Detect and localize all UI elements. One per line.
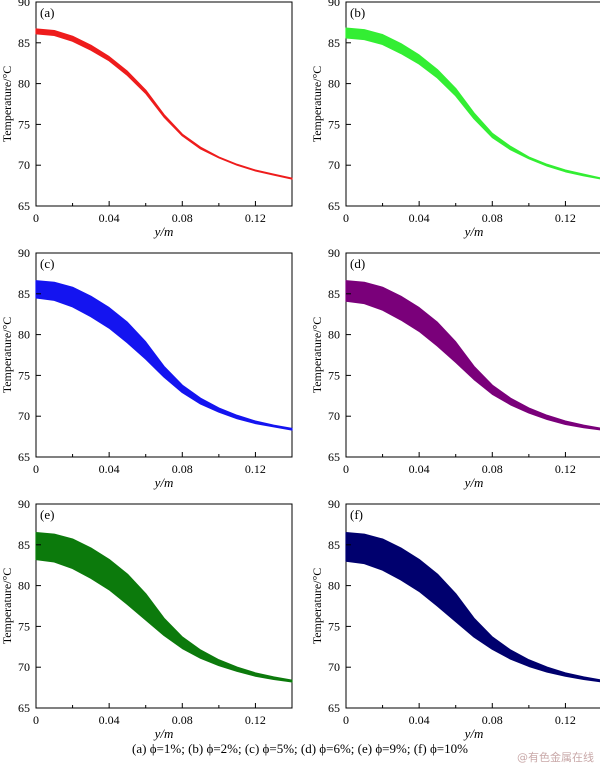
x-tick-label: 0.04	[99, 211, 120, 225]
x-tick-label: 0.12	[245, 211, 266, 225]
y-tick-label: 80	[18, 579, 30, 593]
x-tick-label: 0.08	[482, 211, 503, 225]
plot-frame	[35, 1, 293, 207]
y-tick-label: 65	[328, 701, 340, 715]
y-tick-label: 85	[328, 287, 340, 301]
plot-frame	[345, 1, 600, 207]
y-tick-label: 90	[328, 246, 340, 260]
chart-panel: 0 0.04 0.08 0.12 65 70 75 80 85 90 y/m Temperature/…	[310, 497, 600, 741]
x-tick-label: 0.08	[172, 211, 193, 225]
x-tick-label: 0.12	[555, 462, 576, 476]
figure-caption: (a) ϕ=1%; (b) ϕ=2%; (c) ϕ=5%; (d) ϕ=6%; …	[132, 741, 468, 756]
y-tick-label: 65	[328, 450, 340, 464]
y-tick-label: 85	[328, 36, 340, 50]
watermark-text: @有色金属在线	[517, 751, 594, 764]
y-tick-label: 75	[18, 117, 30, 131]
panel-label: (a)	[40, 5, 54, 20]
y-tick-label: 75	[328, 619, 340, 633]
x-axis-label: y/m	[153, 475, 174, 490]
x-tick-label: 0.08	[482, 713, 503, 727]
y-axis-label: Temperature/°C	[0, 317, 14, 394]
x-axis-label: y/m	[153, 224, 174, 239]
chart-panel: 0 0.04 0.08 0.12 65 70 75 80 85 90 y/m Temperature/…	[0, 0, 293, 239]
x-tick-label: 0.12	[245, 713, 266, 727]
series-band	[345, 280, 600, 431]
x-tick-label: 0	[33, 462, 39, 476]
chart-panel: 0 0.04 0.08 0.12 65 70 75 80 85 90 y/m Temperature/…	[310, 0, 600, 239]
panel-label: (b)	[350, 5, 365, 20]
y-tick-label: 65	[328, 199, 340, 213]
series-band	[345, 27, 600, 180]
x-tick-label: 0	[343, 462, 349, 476]
plot-frame	[35, 503, 293, 709]
y-tick-label: 65	[18, 199, 30, 213]
y-tick-label: 70	[18, 158, 30, 172]
x-tick-label: 0	[343, 713, 349, 727]
y-tick-label: 70	[328, 409, 340, 423]
panel-label: (e)	[40, 507, 54, 522]
x-axis-label: y/m	[463, 475, 484, 490]
x-tick-label: 0.08	[172, 713, 193, 727]
y-tick-label: 70	[18, 660, 30, 674]
y-tick-label: 80	[328, 77, 340, 91]
chart-panel: 0 0.04 0.08 0.12 65 70 75 80 85 90 y/m Temperature/…	[310, 246, 600, 490]
y-tick-label: 70	[18, 409, 30, 423]
y-tick-label: 90	[18, 497, 30, 511]
x-axis-label: y/m	[463, 726, 484, 741]
plot-frame	[345, 503, 600, 709]
y-tick-label: 75	[18, 619, 30, 633]
y-tick-label: 65	[18, 701, 30, 715]
y-tick-label: 80	[328, 328, 340, 342]
plot-frame	[345, 252, 600, 458]
y-tick-label: 90	[328, 0, 340, 9]
x-axis-label: y/m	[463, 224, 484, 239]
y-tick-label: 90	[18, 0, 30, 9]
x-tick-label: 0.12	[555, 211, 576, 225]
x-tick-label: 0	[33, 211, 39, 225]
y-tick-label: 75	[328, 368, 340, 382]
y-tick-label: 75	[328, 117, 340, 131]
x-axis-label: y/m	[153, 726, 174, 741]
y-tick-label: 85	[18, 287, 30, 301]
y-axis-label: Temperature/°C	[310, 66, 324, 143]
x-tick-label: 0.04	[409, 713, 430, 727]
series-band	[35, 28, 293, 180]
plot-frame	[35, 252, 293, 458]
x-tick-label: 0	[33, 713, 39, 727]
series-band	[35, 280, 293, 431]
x-tick-label: 0.04	[99, 462, 120, 476]
panel-label: (f)	[350, 507, 363, 522]
y-tick-label: 70	[328, 660, 340, 674]
series-band	[345, 531, 600, 683]
panel-label: (d)	[350, 256, 365, 271]
y-tick-label: 85	[18, 36, 30, 50]
y-tick-label: 70	[328, 158, 340, 172]
y-tick-label: 80	[18, 328, 30, 342]
y-tick-label: 85	[328, 538, 340, 552]
y-tick-label: 65	[18, 450, 30, 464]
y-tick-label: 80	[328, 579, 340, 593]
y-tick-label: 75	[18, 368, 30, 382]
y-axis-label: Temperature/°C	[310, 568, 324, 645]
series-band	[35, 531, 293, 683]
y-axis-label: Temperature/°C	[0, 66, 14, 143]
x-tick-label: 0	[343, 211, 349, 225]
y-tick-label: 90	[328, 497, 340, 511]
panel-label: (c)	[40, 256, 54, 271]
chart-panel: 0 0.04 0.08 0.12 65 70 75 80 85 90 y/m Temperature/…	[0, 497, 293, 741]
x-tick-label: 0.04	[409, 462, 430, 476]
y-tick-label: 90	[18, 246, 30, 260]
x-tick-label: 0.12	[555, 713, 576, 727]
y-axis-label: Temperature/°C	[310, 317, 324, 394]
y-tick-label: 85	[18, 538, 30, 552]
chart-panel: 0 0.04 0.08 0.12 65 70 75 80 85 90 y/m Temperature/…	[0, 246, 293, 490]
y-axis-label: Temperature/°C	[0, 568, 14, 645]
x-tick-label: 0.08	[172, 462, 193, 476]
x-tick-label: 0.04	[409, 211, 430, 225]
y-tick-label: 80	[18, 77, 30, 91]
x-tick-label: 0.08	[482, 462, 503, 476]
x-tick-label: 0.04	[99, 713, 120, 727]
x-tick-label: 0.12	[245, 462, 266, 476]
